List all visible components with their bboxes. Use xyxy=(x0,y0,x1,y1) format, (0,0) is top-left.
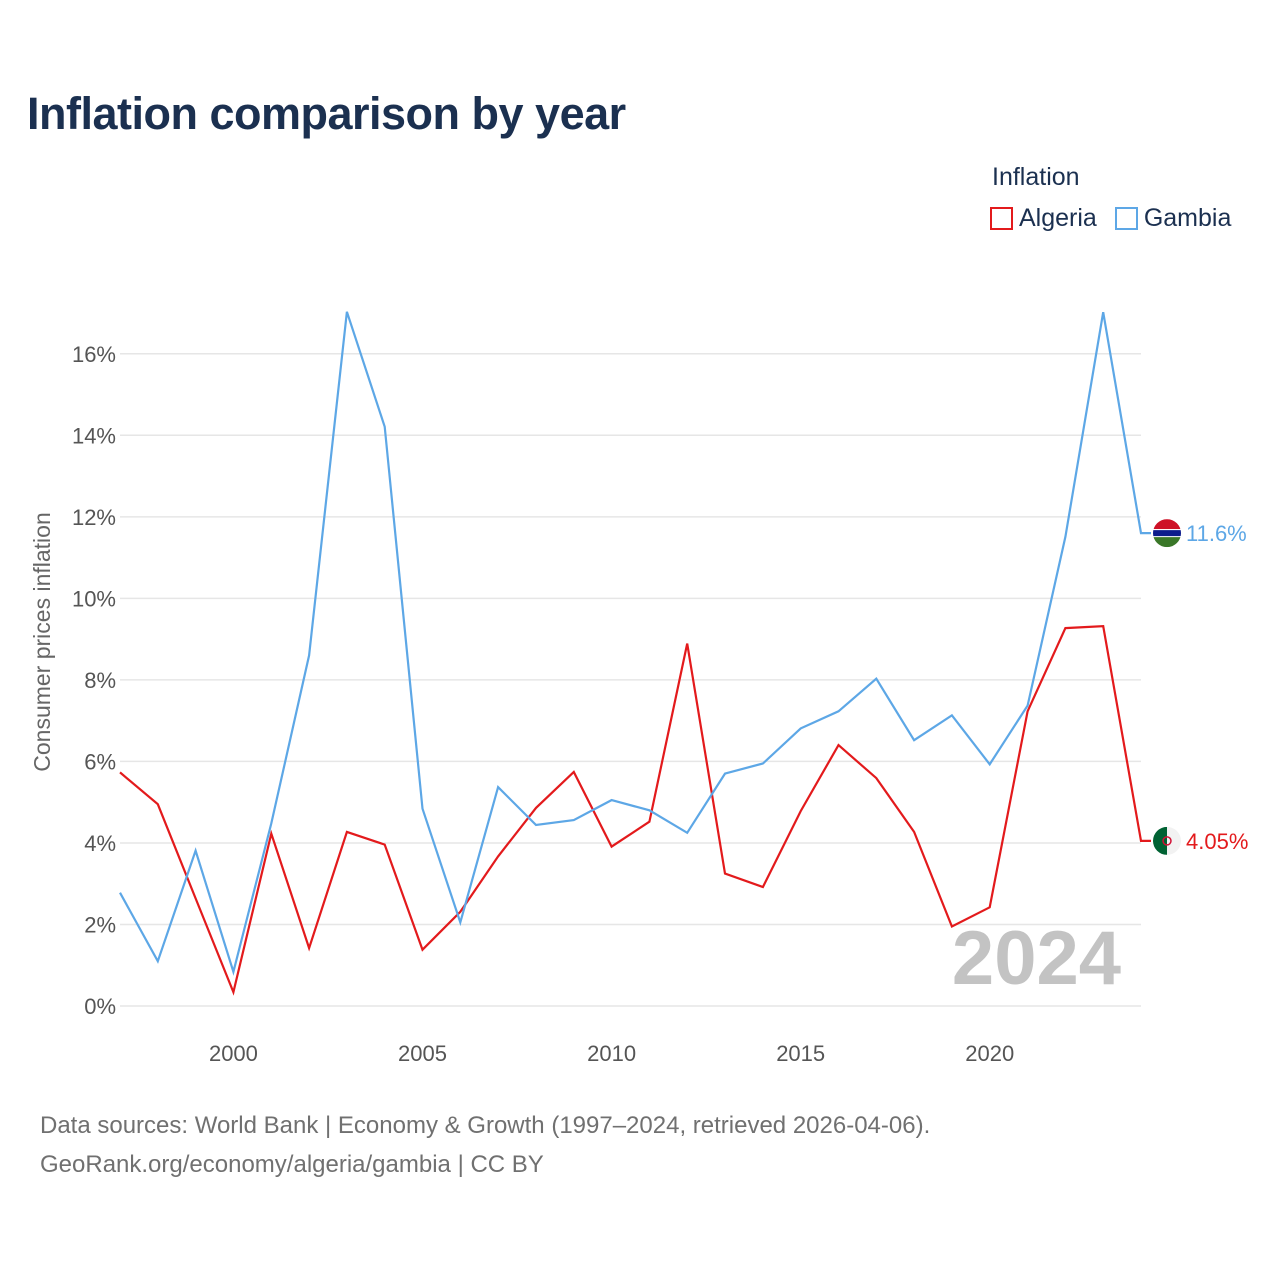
footer: Data sources: World Bank | Economy & Gro… xyxy=(40,1106,930,1184)
y-axis-ticks: 0% 2% 4% 6% 8% 10% 12% 14% 16% xyxy=(72,342,116,1019)
y-axis-label: Consumer prices inflation xyxy=(29,512,55,772)
legend-item-gambia[interactable]: Gambia xyxy=(1114,204,1232,233)
footer-link[interactable]: GeoRank.org/economy/algeria/gambia | CC … xyxy=(40,1151,544,1178)
x-tick-label: 2010 xyxy=(587,1041,636,1066)
y-tick-label: 16% xyxy=(72,342,116,367)
year-watermark: 2024 xyxy=(952,916,1121,1001)
legend-title: Inflation xyxy=(992,163,1080,191)
y-tick-label: 10% xyxy=(72,586,116,611)
end-label-gambia: 11.6% xyxy=(1186,521,1247,546)
x-tick-label: 2015 xyxy=(776,1041,825,1066)
end-markers: 4.05% 11.6% xyxy=(1153,519,1248,855)
legend-label-algeria: Algeria xyxy=(1019,204,1097,232)
gridlines xyxy=(120,353,1141,1007)
y-tick-label: 8% xyxy=(84,668,116,693)
chart-title: Inflation comparison by year xyxy=(27,88,626,139)
legend-swatch-gambia xyxy=(1114,207,1138,230)
legend-label-gambia: Gambia xyxy=(1143,204,1232,232)
y-tick-label: 14% xyxy=(72,423,116,448)
series-line-gambia[interactable] xyxy=(119,311,1151,976)
y-tick-label: 0% xyxy=(84,994,116,1019)
footer-source: Data sources: World Bank | Economy & Gro… xyxy=(40,1112,931,1139)
legend: Algeria Gambia xyxy=(990,204,1231,233)
y-tick-label: 4% xyxy=(84,831,116,856)
x-tick-label: 2000 xyxy=(209,1041,258,1066)
x-tick-label: 2005 xyxy=(398,1041,447,1066)
y-tick-label: 2% xyxy=(84,912,116,937)
end-label-algeria: 4.05% xyxy=(1186,829,1248,854)
flag-icon-algeria xyxy=(1153,826,1181,855)
legend-swatch-algeria xyxy=(990,207,1013,230)
series-lines xyxy=(119,311,1151,996)
legend-item-algeria[interactable]: Algeria xyxy=(990,204,1097,233)
x-tick-label: 2020 xyxy=(965,1041,1014,1066)
series-line-algeria[interactable] xyxy=(119,624,1151,996)
y-tick-label: 6% xyxy=(84,749,116,774)
x-axis-ticks: 2000 2005 2010 2015 2020 xyxy=(209,1041,1014,1066)
y-tick-label: 12% xyxy=(72,505,116,530)
flag-icon-gambia xyxy=(1153,519,1181,548)
